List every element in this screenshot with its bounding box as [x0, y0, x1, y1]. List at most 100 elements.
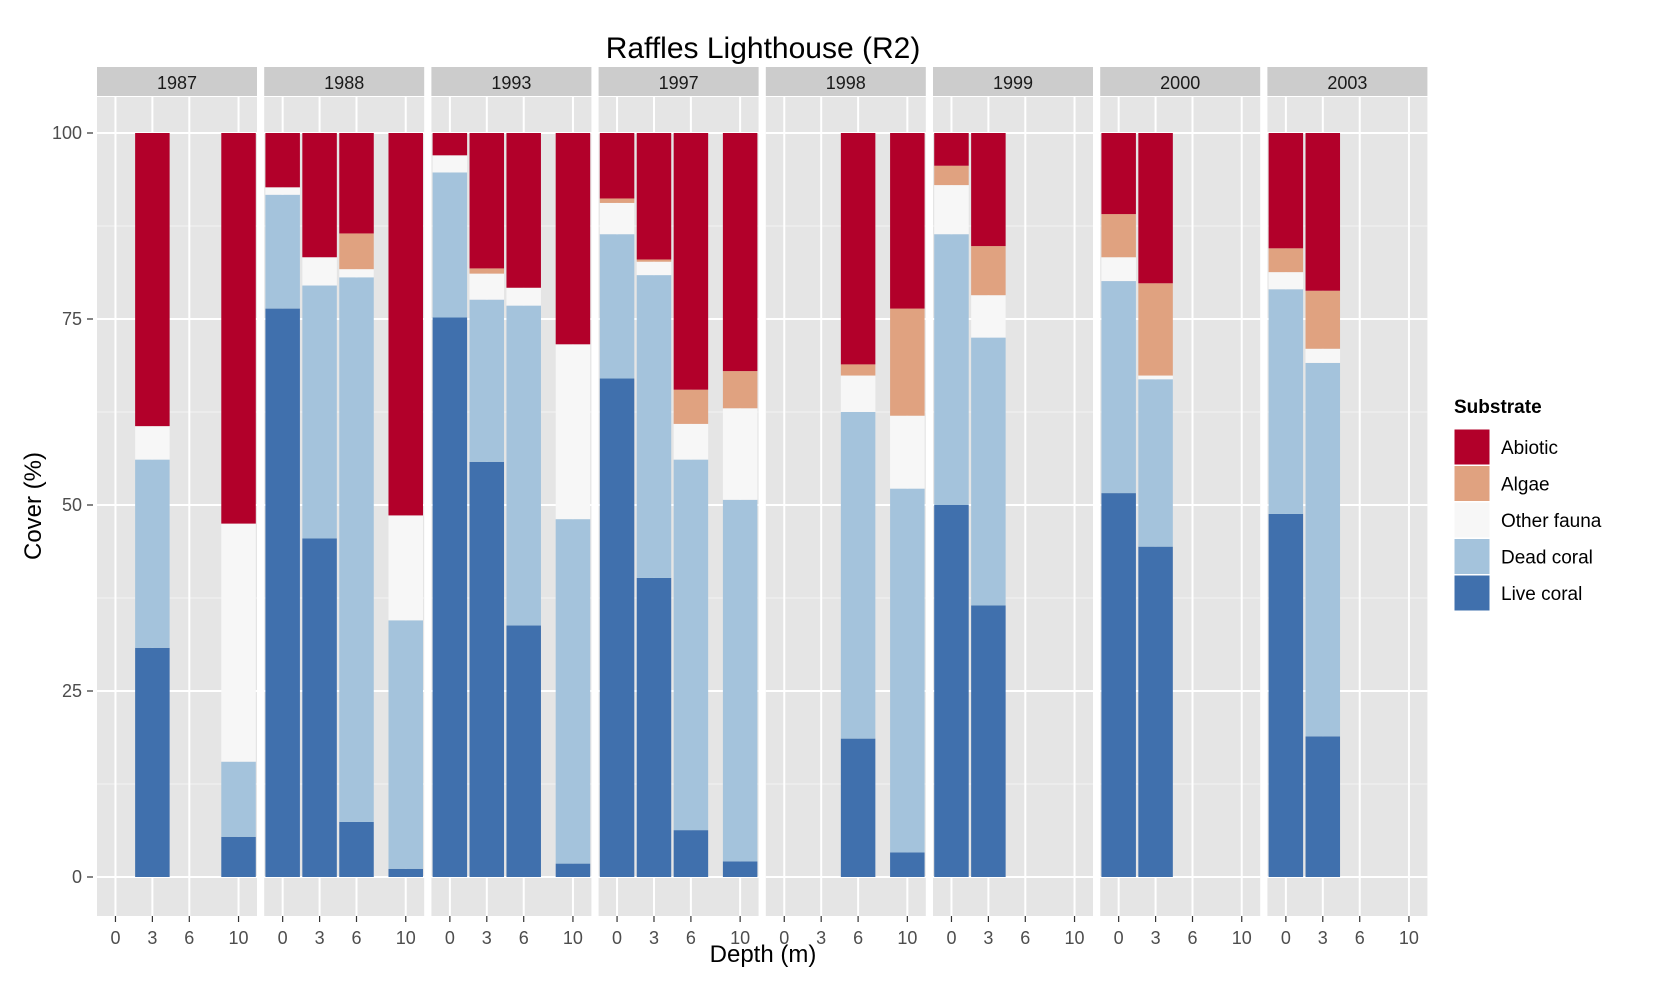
x-tick-label: 10: [897, 928, 917, 948]
bar-segment-algae: [673, 389, 709, 424]
bar-segment-dead-coral: [388, 620, 423, 869]
bar-segment-other-fauna: [934, 185, 969, 235]
bar-segment-abiotic: [432, 133, 468, 156]
bar-segment-dead-coral: [432, 172, 468, 318]
facet-strip-label: 1988: [324, 73, 364, 93]
x-tick-label: 3: [482, 928, 492, 948]
x-tick-label: 10: [1399, 928, 1419, 948]
legend-key-other-fauna: [1453, 501, 1491, 539]
bar-segment-live-coral: [135, 647, 170, 877]
x-tick-label: 6: [351, 928, 361, 948]
bar-segment-dead-coral: [1138, 379, 1173, 547]
bar-segment-dead-coral: [673, 459, 709, 831]
legend-label: Other fauna: [1501, 511, 1602, 532]
x-tick-label: 3: [816, 928, 826, 948]
x-tick-label: 10: [563, 928, 583, 948]
bar-segment-live-coral: [934, 505, 969, 877]
x-tick-label: 3: [649, 928, 659, 948]
y-tick-label: 100: [52, 123, 82, 143]
y-tick-label: 50: [62, 495, 82, 515]
x-tick-label: 3: [983, 928, 993, 948]
bar-segment-live-coral: [636, 577, 672, 877]
facet-panel-1998: 1998 0 3 6 10: [765, 67, 926, 948]
bar-segment-abiotic: [890, 133, 925, 309]
bar-segment-other-fauna: [840, 375, 876, 412]
bar-segment-dead-coral: [1305, 362, 1341, 737]
x-tick-label: 0: [278, 928, 288, 948]
bar-segment-other-fauna: [1138, 375, 1173, 380]
bar-segment-live-coral: [673, 830, 709, 877]
facet-strip-label: 1997: [659, 73, 699, 93]
bar-segment-algae: [636, 259, 672, 262]
legend-label: Dead coral: [1501, 548, 1593, 569]
bar-segment-dead-coral: [221, 761, 256, 837]
bar-segment-other-fauna: [599, 202, 635, 235]
x-tick-label: 6: [519, 928, 529, 948]
bar-segment-abiotic: [339, 133, 374, 234]
facet-strip: [1267, 67, 1428, 96]
bar-segment-live-coral: [1305, 736, 1341, 877]
legend-key-live-coral: [1453, 574, 1491, 612]
bar-segment-algae: [934, 165, 969, 186]
facet-panel-2000: 2000 0 3 6 10: [1100, 67, 1261, 948]
legend-title: Substrate: [1454, 397, 1542, 418]
bar-segment-abiotic: [221, 133, 256, 524]
bar-segment-dead-coral: [135, 459, 170, 648]
x-tick-label: 6: [1355, 928, 1365, 948]
bar-segment-other-fauna: [302, 257, 337, 286]
bar-segment-dead-coral: [506, 305, 541, 626]
bar-segment-live-coral: [506, 625, 541, 877]
x-tick-label: 0: [1114, 928, 1124, 948]
facet-strip-label: 1993: [491, 73, 531, 93]
x-tick-label: 0: [445, 928, 455, 948]
bar-segment-live-coral: [339, 821, 374, 877]
facet-strip: [933, 67, 1093, 96]
bar-segment-algae: [1101, 214, 1136, 258]
x-tick-label: 0: [612, 928, 622, 948]
bar-segment-other-fauna: [673, 423, 709, 460]
bar-segment-other-fauna: [265, 187, 300, 195]
bar-segment-other-fauna: [555, 344, 591, 520]
legend-label: Abiotic: [1501, 438, 1558, 459]
bar-segment-other-fauna: [388, 515, 423, 621]
facet-strip-label: 2000: [1160, 73, 1200, 93]
bar-segment-abiotic: [599, 133, 635, 199]
bar-segment-abiotic: [388, 133, 423, 516]
bar-segment-abiotic: [135, 133, 170, 427]
bar-segment-algae: [722, 371, 758, 409]
bar-segment-algae: [1305, 290, 1341, 349]
bar-segment-algae: [840, 364, 876, 376]
legend-key-abiotic: [1453, 428, 1491, 466]
x-tick-label: 0: [1281, 928, 1291, 948]
bar-segment-dead-coral: [339, 277, 374, 822]
facet-strip: [431, 67, 592, 96]
bar-segment-live-coral: [221, 836, 256, 877]
bar-segment-algae: [469, 268, 505, 274]
bar-segment-other-fauna: [722, 408, 758, 500]
facet-panel-1988: 1988 0 3 6 10: [264, 67, 425, 948]
x-tick-label: 6: [686, 928, 696, 948]
bar-segment-live-coral: [1101, 493, 1136, 877]
bar-segment-live-coral: [599, 378, 635, 877]
bar-segment-live-coral: [555, 863, 591, 877]
bar-segment-other-fauna: [1268, 272, 1304, 290]
facet-panel-1987: 1987 0 3 6 10: [97, 67, 257, 948]
x-tick-label: 0: [946, 928, 956, 948]
bar-segment-live-coral: [265, 308, 300, 878]
bar-segment-other-fauna: [890, 415, 925, 489]
bar-segment-dead-coral: [1101, 281, 1136, 494]
x-tick-label: 6: [184, 928, 194, 948]
facet-panel-1999: 1999 0 3 6 10: [933, 67, 1093, 948]
bar-segment-abiotic: [302, 133, 337, 258]
y-axis-title: Cover (%): [20, 452, 47, 560]
bar-segment-live-coral: [1138, 546, 1173, 877]
bar-segment-live-coral: [890, 852, 925, 877]
facet-panel-1997: 1997 0 3 6 10: [598, 67, 759, 948]
bar-segment-abiotic: [971, 133, 1006, 247]
legend-key-algae: [1453, 465, 1491, 502]
bar-segment-algae: [890, 308, 925, 416]
bar-segment-other-fauna: [971, 295, 1006, 338]
legend-label: Live coral: [1501, 584, 1582, 605]
bar-segment-live-coral: [302, 538, 337, 877]
bar-segment-other-fauna: [506, 287, 541, 306]
